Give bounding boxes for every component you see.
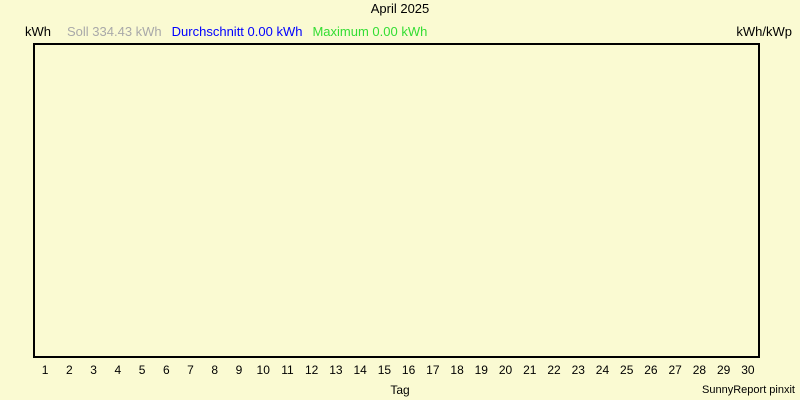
- x-axis-tick-label: 12: [304, 363, 319, 377]
- x-axis-tick-label: 17: [426, 363, 440, 377]
- chart-title: April 2025: [370, 1, 430, 16]
- footer-credit: SunnyReport pinxit: [702, 384, 795, 396]
- x-axis-tick-label: 28: [692, 363, 707, 377]
- x-axis-tick-label: 15: [377, 363, 392, 377]
- x-axis-tick-label: 4: [114, 363, 122, 377]
- chart-header-strip: kWh Soll 334.43 kWh Durchschnitt 0.00 kWh…: [0, 23, 800, 40]
- x-axis-tick-label: 18: [450, 363, 464, 377]
- secondary-y-axis-unit-label: kWh/kWp: [736, 24, 792, 39]
- x-axis-tick-label: 6: [162, 363, 170, 377]
- plot-area: [33, 43, 760, 358]
- x-axis-tick-label: 29: [716, 363, 731, 377]
- x-axis-tick-label: 23: [571, 363, 585, 377]
- x-axis-tick-label: 21: [523, 363, 537, 377]
- x-axis-tick-label: 27: [668, 363, 682, 377]
- plot-series-canvas: [35, 45, 758, 356]
- x-axis-tick-label: 20: [498, 363, 513, 377]
- x-axis-tick-label: 9: [235, 363, 243, 377]
- x-axis-tick-label: 25: [620, 363, 634, 377]
- x-axis-tick-label: 2: [66, 363, 73, 377]
- x-axis-tick-label: 24: [595, 363, 610, 377]
- legend-item-durchschnitt: Durchschnitt 0.00 kWh: [171, 24, 303, 39]
- x-axis-tick-label: 8: [211, 363, 219, 377]
- x-axis-tick-labels: 1 2 3 4 5 6 7 8 9 10 11 12 13 14 15 16 17 18 19 20 21 22 23 24 2…: [33, 361, 760, 379]
- y-axis-unit-label: kWh: [25, 24, 51, 39]
- legend-item-maximum: Maximum 0.00 kWh: [312, 24, 428, 39]
- x-axis-tick-label: 19: [474, 363, 488, 377]
- x-axis-tick-label: 22: [547, 363, 561, 377]
- x-axis-tick-label: 16: [401, 363, 416, 377]
- x-axis-tick-label: 3: [90, 363, 97, 377]
- x-axis-tick-label: 10: [256, 363, 270, 377]
- x-axis-tick-label: 26: [644, 363, 658, 377]
- x-axis-tick-label: 30: [741, 363, 755, 377]
- x-axis-label: Tag: [390, 383, 410, 397]
- x-axis-tick-label: 7: [187, 363, 194, 377]
- x-axis-tick-label: 14: [353, 363, 367, 377]
- legend-item-soll: Soll 334.43 kWh: [67, 24, 162, 39]
- x-axis-tick-label: 5: [138, 363, 146, 377]
- chart-legend: Soll 334.43 kWh Durchschnitt 0.00 kWh Maxi…: [67, 23, 437, 40]
- x-axis-tick-label: 13: [329, 363, 343, 377]
- x-axis-tick-label: 1: [41, 363, 49, 377]
- x-axis-tick-label: 11: [281, 363, 294, 377]
